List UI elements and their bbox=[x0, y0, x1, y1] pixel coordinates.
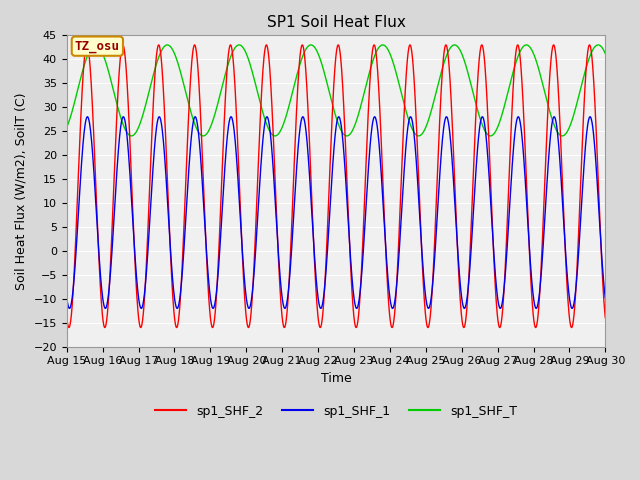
sp1_SHF_2 bbox=[292, 128, 300, 133]
sp1_SHF_T bbox=[312, 47, 320, 52]
sp1_SHF_1 bbox=[104, 292, 112, 298]
sp1_SHF_1 bbox=[335, 114, 342, 120]
sp1_SHF_1 bbox=[303, 132, 310, 138]
sp1_SHF_2 bbox=[63, 315, 70, 321]
sp1_SHF_T bbox=[303, 46, 310, 51]
X-axis label: Time: Time bbox=[321, 372, 351, 385]
sp1_SHF_T bbox=[104, 68, 112, 74]
sp1_SHF_T bbox=[558, 133, 566, 139]
sp1_SHF_T bbox=[595, 42, 602, 48]
Text: TZ_osu: TZ_osu bbox=[75, 40, 120, 53]
sp1_SHF_2 bbox=[65, 324, 73, 330]
sp1_SHF_1 bbox=[317, 305, 324, 311]
sp1_SHF_2 bbox=[586, 42, 593, 48]
sp1_SHF_T bbox=[602, 51, 609, 57]
sp1_SHF_T bbox=[291, 78, 299, 84]
sp1_SHF_2 bbox=[105, 292, 113, 298]
Legend: sp1_SHF_2, sp1_SHF_1, sp1_SHF_T: sp1_SHF_2, sp1_SHF_1, sp1_SHF_T bbox=[150, 400, 522, 423]
Line: sp1_SHF_1: sp1_SHF_1 bbox=[67, 117, 605, 308]
sp1_SHF_1 bbox=[602, 295, 609, 301]
sp1_SHF_1 bbox=[291, 186, 299, 192]
sp1_SHF_1 bbox=[127, 178, 134, 184]
Title: SP1 Soil Heat Flux: SP1 Soil Heat Flux bbox=[267, 15, 406, 30]
sp1_SHF_1 bbox=[312, 275, 320, 281]
Line: sp1_SHF_2: sp1_SHF_2 bbox=[67, 45, 605, 327]
sp1_SHF_2 bbox=[370, 43, 378, 48]
sp1_SHF_1 bbox=[63, 295, 70, 301]
sp1_SHF_2 bbox=[602, 315, 609, 321]
sp1_SHF_2 bbox=[303, 83, 310, 89]
sp1_SHF_T bbox=[63, 124, 70, 130]
Y-axis label: Soil Heat Flux (W/m2), SoilT (C): Soil Heat Flux (W/m2), SoilT (C) bbox=[15, 92, 28, 290]
sp1_SHF_T bbox=[369, 57, 377, 62]
sp1_SHF_T bbox=[127, 133, 134, 139]
sp1_SHF_2 bbox=[312, 295, 320, 300]
sp1_SHF_2 bbox=[127, 158, 134, 164]
Line: sp1_SHF_T: sp1_SHF_T bbox=[67, 45, 605, 136]
sp1_SHF_1 bbox=[370, 115, 378, 120]
